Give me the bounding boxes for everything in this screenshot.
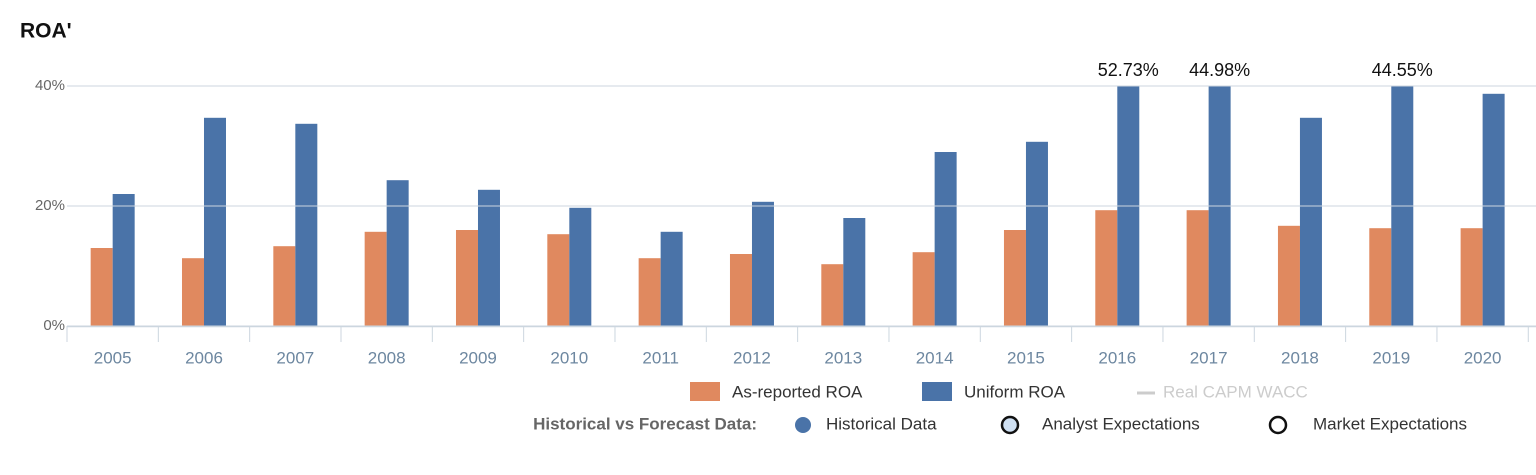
bar [1208,86,1231,327]
bar [569,207,592,326]
bar [90,248,113,326]
bar [547,234,570,326]
x-tick-label: 2005 [94,348,132,367]
bar [1482,93,1505,326]
x-tick-label: 2009 [459,348,497,367]
legend-label: Uniform ROA [964,382,1066,401]
data-label: 52.73% [1098,60,1159,80]
bar [295,123,318,326]
bar [912,252,935,326]
x-tick-label: 2014 [916,348,954,367]
bar [1003,230,1026,326]
x-tick-label: 2006 [185,348,223,367]
bar [934,152,957,326]
data-label: 44.55% [1372,60,1433,80]
legend-label: As-reported ROA [732,382,863,401]
x-tick-label: 2013 [824,348,862,367]
x-tick-label: 2012 [733,348,771,367]
legend-label: Real CAPM WACC [1163,382,1308,401]
bar [729,254,752,326]
bar [1277,225,1300,326]
y-tick-label: 20% [35,197,65,214]
legend-label: Analyst Expectations [1042,414,1200,433]
bar [843,218,866,326]
bar [1186,210,1209,326]
bar [751,201,774,326]
legend-swatch [690,382,720,401]
bar [386,180,409,326]
bar [203,117,226,326]
bar [1460,228,1483,326]
x-tick-label: 2016 [1098,348,1136,367]
bar [1025,141,1048,326]
plot-area [90,86,1505,327]
x-tick-label: 2007 [276,348,314,367]
x-tick-label: 2015 [1007,348,1045,367]
bar [660,231,683,326]
x-tick-label: 2019 [1372,348,1410,367]
bar [181,258,204,326]
x-tick-label: 2020 [1464,348,1502,367]
legend-dot [1000,415,1020,435]
legend-label: Historical Data [826,414,937,433]
bar [638,258,661,326]
bar [1299,117,1322,326]
legend-label: Market Expectations [1313,414,1467,433]
x-tick-label: 2017 [1190,348,1228,367]
legend-dot [795,417,811,433]
y-tick-label: 40% [35,77,65,94]
chart-title: ROA' [20,20,72,43]
x-tick-label: 2011 [642,348,679,367]
bar [455,230,478,326]
x-tick-label: 2008 [368,348,406,367]
data-legend-title: Historical vs Forecast Data: [533,414,757,433]
bar [1369,228,1392,326]
legend-dot [1268,415,1288,435]
y-tick-label: 0% [43,317,65,334]
bar [364,231,387,326]
legend-swatch [922,382,952,401]
x-tick-label: 2018 [1281,348,1319,367]
bar [1117,86,1140,327]
data-label: 44.98% [1189,60,1250,80]
bar [821,264,844,326]
bar [1391,86,1414,326]
bar [273,246,296,326]
bar [1095,210,1118,326]
bar [112,194,135,326]
bar [477,189,500,326]
x-tick-label: 2010 [550,348,588,367]
